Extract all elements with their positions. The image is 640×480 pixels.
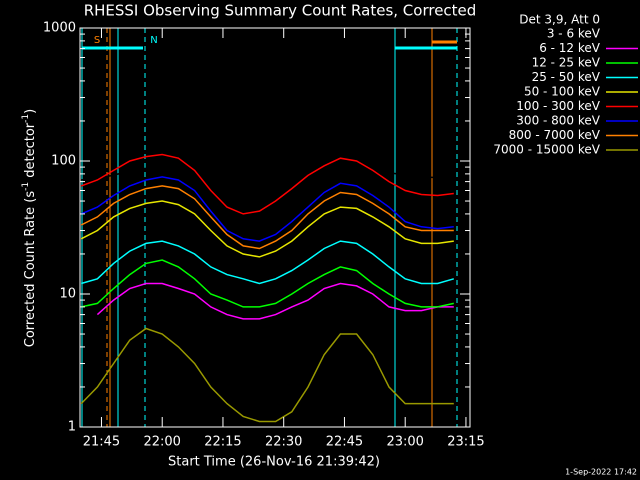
x-tick-label: 22:15 xyxy=(204,435,241,450)
y-tick-label: 1 xyxy=(68,420,76,435)
legend-label: 3 - 6 keV xyxy=(547,27,601,41)
x-axis-label: Start Time (26-Nov-16 21:39:42) xyxy=(168,455,380,470)
legend-label: 6 - 12 keV xyxy=(539,41,601,55)
x-tick-label: 21:45 xyxy=(83,435,120,450)
y-tick-label: 1000 xyxy=(43,21,76,36)
chart-title: RHESSI Observing Summary Count Rates, Co… xyxy=(84,2,477,20)
legend-label: 100 - 300 keV xyxy=(516,99,600,113)
legend-label: 12 - 25 keV xyxy=(532,56,601,70)
x-tick-label: 23:00 xyxy=(386,435,423,450)
plot-frame xyxy=(79,27,471,428)
x-tick-label: 22:00 xyxy=(143,435,180,450)
legend-label: 25 - 50 keV xyxy=(532,70,601,84)
flag-lines xyxy=(81,28,458,427)
series-line xyxy=(81,160,454,181)
y-axis-label-part: -1 xyxy=(21,182,31,191)
y-axis-label: Corrected Count Rate (s-1 detector-1) xyxy=(21,109,38,347)
x-tick-label: 22:30 xyxy=(265,435,302,450)
series-line xyxy=(80,240,455,285)
y-axis-label-part: ) xyxy=(23,109,38,114)
y-axis-label-part: detector xyxy=(23,122,38,182)
y-axis-label-part: -1 xyxy=(21,114,31,123)
series-line xyxy=(80,185,454,250)
footer: 1-Sep-2022 17:42 xyxy=(565,468,637,477)
y-axis-label-part: Corrected Count Rate (s xyxy=(23,191,38,348)
annotation: S xyxy=(94,35,100,46)
series-line xyxy=(81,259,454,308)
legend-label: 7000 - 15000 keV xyxy=(493,143,600,157)
series-line xyxy=(96,282,454,320)
x-tick-label: 22:45 xyxy=(326,435,363,450)
y-tick-label: 100 xyxy=(51,154,76,169)
series-line xyxy=(80,200,454,258)
legend-label: 300 - 800 keV xyxy=(516,114,600,128)
annotation: N xyxy=(150,35,157,46)
y-tick-label: 10 xyxy=(59,287,76,302)
legend-title: Det 3,9, Att 0 xyxy=(519,13,600,27)
legend-label: 800 - 7000 keV xyxy=(509,128,601,142)
series-line xyxy=(80,176,454,242)
legend-label: 50 - 100 keV xyxy=(524,85,601,99)
x-tick-label: 23:15 xyxy=(447,435,484,450)
series-line xyxy=(80,327,454,423)
series-line xyxy=(80,153,454,215)
